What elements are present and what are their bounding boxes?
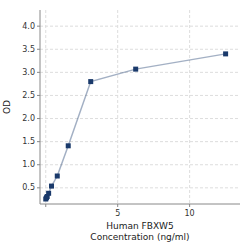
y-tick-label: 2.5 [22,91,35,100]
chart: 0.5 1.0 1.5 2.0 2.5 3.0 3.5 4.0 5 10 Human FBXW5Co… [0,0,250,250]
grid-line [40,164,240,165]
marker [46,191,51,196]
grid-line [40,118,240,119]
y-tick-label: 4.0 [22,22,35,31]
grid-line [40,49,240,50]
grid-line [189,10,190,204]
y-tick-label: 3.0 [22,68,35,77]
axes: 0.5 1.0 1.5 2.0 2.5 3.0 3.5 4.0 5 10 [22,10,240,218]
y-axis-label: OD [2,100,12,114]
y-tick-label: 1.0 [22,160,35,169]
x-axis-line [40,204,240,205]
grid-line [40,187,240,188]
line [46,54,226,199]
x-tick-label: 5 [115,209,120,218]
data [43,51,228,201]
y-tick-label: 2.0 [22,114,35,123]
grid-line [40,72,240,73]
y-tick-label: 0.5 [22,183,35,192]
x-axis-label: Human FBXW5Concentration (ng/ml) [90,221,189,242]
marker [49,184,54,189]
marker [66,143,71,148]
y-tick-label: 1.5 [22,137,35,146]
x-tick-label: 10 [185,209,195,218]
marker [223,51,228,56]
grid [40,10,240,204]
marker [55,174,60,179]
marker [133,67,138,72]
marker [88,79,93,84]
grid-line [117,10,118,204]
y-tick-label: 3.5 [22,45,35,54]
y-axis-line [40,10,41,204]
grid-line [40,26,240,27]
grid-line [45,10,46,204]
grid-line [40,95,240,96]
